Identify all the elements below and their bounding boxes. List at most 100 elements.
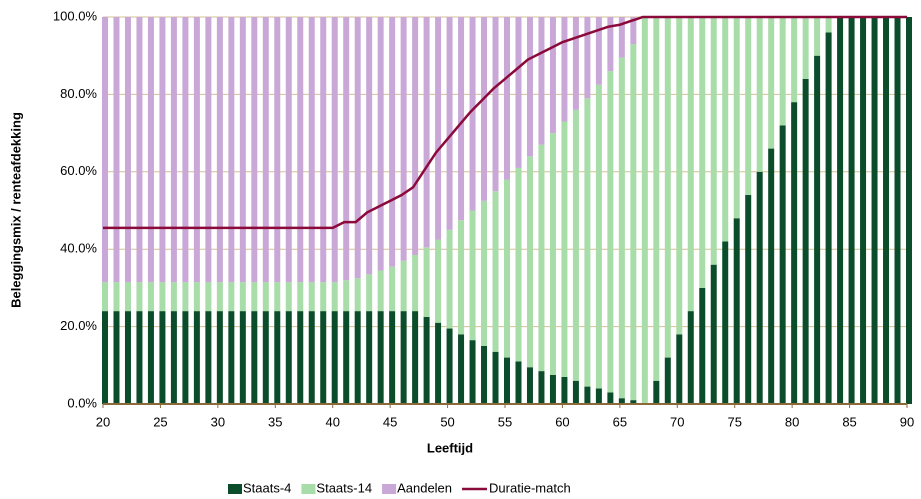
legend-swatch [301, 484, 316, 494]
bar-segment [653, 17, 660, 381]
bar-segment [320, 282, 327, 312]
bar-segment [492, 351, 499, 404]
bar-segment [308, 17, 315, 283]
bar-segment [745, 17, 752, 196]
bar-segment [170, 282, 177, 312]
bar-segment [366, 311, 373, 404]
bar-segment [549, 133, 556, 375]
bar-segment [504, 179, 510, 358]
bar-segment [894, 17, 901, 404]
bar-segment [262, 17, 269, 283]
bar-segment [595, 388, 602, 404]
bar-segment [561, 376, 568, 404]
bar-segment [538, 17, 545, 145]
bar-segment [262, 311, 269, 404]
bar-segment [136, 282, 143, 312]
bar-segment [549, 17, 556, 134]
bar-segment [239, 311, 246, 404]
bar-segment [400, 311, 407, 404]
bar-segment [331, 282, 338, 312]
x-tick-label: 45 [383, 414, 397, 429]
line [103, 15, 907, 230]
x-tick-label: 90 [900, 414, 914, 429]
bar-segment [308, 282, 315, 312]
bar-segment [435, 322, 442, 404]
bar-segment [538, 144, 545, 372]
bar-segment [791, 17, 798, 103]
bar-segment [400, 260, 407, 312]
bar-segment [458, 17, 465, 221]
bar-segment [481, 200, 488, 346]
bar-segment [412, 17, 419, 256]
legend-label: Aandelen [397, 480, 452, 495]
bar-segment [469, 210, 476, 341]
bar-segment [446, 17, 453, 230]
x-tick-label: 25 [153, 414, 167, 429]
bar-segment [377, 17, 384, 271]
bar-segment [722, 241, 729, 404]
x-tick-label: 80 [785, 414, 799, 429]
bar-segment [572, 109, 579, 381]
x-tick-label: 30 [211, 414, 225, 429]
bar-segment [618, 57, 625, 399]
bar-segment [285, 17, 292, 283]
bar-segment [136, 17, 143, 283]
y-axis-label: Beleggingsmix / renteafdekking [8, 112, 23, 308]
bar-segment [170, 311, 177, 404]
bar-segment [170, 17, 177, 283]
bar-segment [389, 266, 396, 312]
legend-item: Duratie-match [462, 480, 571, 495]
bar-segment [722, 17, 729, 242]
bar-segment [124, 17, 131, 283]
bar-segment [607, 17, 614, 72]
bar-segment [412, 311, 419, 404]
bar-segment [366, 17, 373, 275]
bar-segment [389, 17, 396, 267]
bar-segment [733, 218, 740, 404]
x-tick-label: 20 [96, 414, 110, 429]
x-tick-label: 35 [268, 414, 282, 429]
bar-segment [285, 311, 292, 404]
bar-segment [435, 239, 442, 323]
bar-segment [159, 17, 166, 283]
bar-segment [262, 282, 269, 312]
bar-segment [412, 255, 419, 312]
bar-segment [147, 17, 154, 283]
bar-segment [113, 311, 120, 404]
x-axis-label: Leeftijd [427, 440, 473, 455]
bar-segment [848, 17, 855, 404]
bar-segment [802, 78, 809, 405]
bar-segment [814, 55, 821, 404]
bar-segment [423, 316, 430, 404]
bar-segment [285, 282, 292, 312]
bar-segment [561, 121, 568, 377]
bar-segment [343, 311, 350, 404]
bar-segment [320, 311, 327, 404]
bar-segment [572, 17, 579, 110]
bar-segment [584, 98, 591, 387]
bar-segment [159, 282, 166, 312]
legend-swatch [228, 484, 242, 494]
bar-segment [515, 167, 522, 362]
bar-segment [331, 311, 338, 404]
bar-segment [446, 328, 453, 404]
bar-segment [802, 17, 809, 79]
bar-segment [687, 311, 694, 404]
bar-segment [377, 311, 384, 404]
bar-segment [526, 156, 533, 368]
bar-segment [182, 282, 189, 312]
bar-segment [205, 17, 212, 283]
bar-segment [538, 371, 545, 404]
bar-segment [779, 17, 786, 126]
bar-segment [584, 17, 591, 99]
bar-segment [136, 311, 143, 404]
bar-segment [871, 17, 878, 404]
bar-segment [124, 311, 131, 404]
bar-segment [515, 361, 522, 404]
bar-segment [435, 17, 442, 240]
y-tick-label: 40.0% [60, 241, 97, 256]
x-tick-label: 75 [727, 414, 741, 429]
bar-segment [423, 17, 430, 248]
bar-segment [469, 340, 476, 404]
